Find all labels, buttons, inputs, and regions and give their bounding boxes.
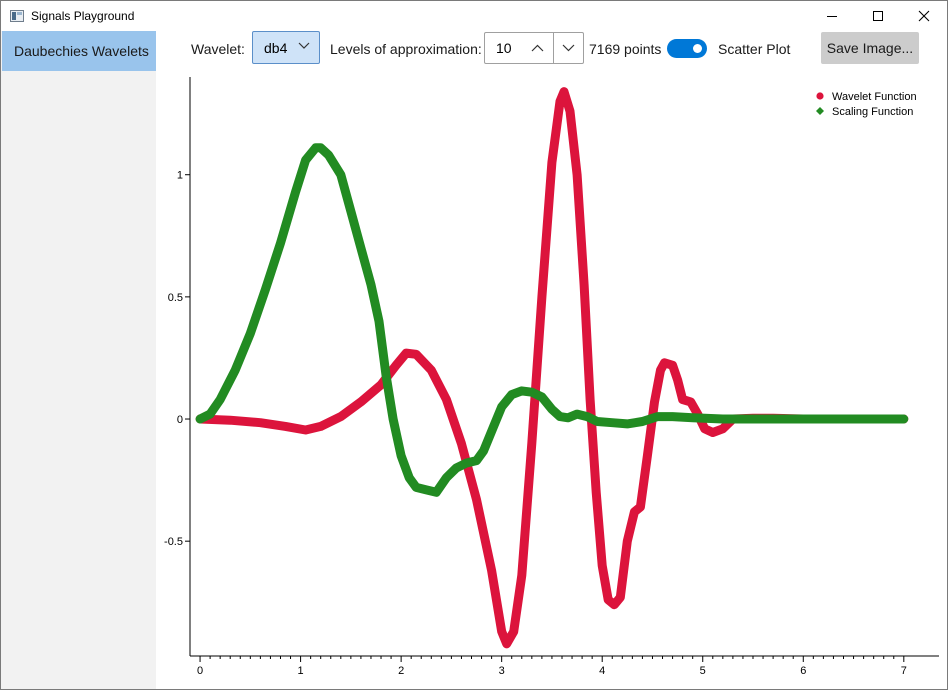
x-tick-label: 0: [197, 665, 203, 677]
x-tick-label: 4: [599, 665, 605, 677]
levels-label: Levels of approximation:: [330, 41, 482, 57]
scatter-plot-toggle[interactable]: [667, 39, 707, 58]
plot-area[interactable]: 0 1 2 3 4 5 6 7 -0.5 0 0.5 1 Wavelet Function Scaling…: [156, 69, 947, 689]
points-count: 7169 points: [589, 41, 662, 57]
maximize-icon: [873, 11, 883, 21]
minimize-icon: [827, 15, 837, 17]
sidebar: Daubechies Wavelets: [1, 31, 156, 689]
chevron-down-icon: [298, 42, 310, 49]
save-image-button[interactable]: Save Image...: [821, 32, 919, 64]
window-title: Signals Playground: [31, 9, 135, 23]
x-tick-label: 5: [700, 665, 706, 677]
x-tick-label: 2: [398, 665, 404, 677]
x-tick-label: 3: [499, 665, 505, 677]
sidebar-item-label: Daubechies Wavelets: [14, 43, 149, 59]
legend-circle-icon: [816, 92, 824, 100]
legend-entry-label: Wavelet Function: [832, 91, 917, 103]
decrement-button[interactable]: [553, 33, 583, 63]
chevron-up-icon: [531, 44, 543, 52]
legend-entry-label: Scaling Function: [832, 106, 913, 118]
increment-button[interactable]: [521, 33, 553, 63]
y-tick-label: -0.5: [164, 536, 183, 548]
app-icon: [10, 10, 24, 22]
title-bar[interactable]: Signals Playground: [1, 1, 947, 31]
toolbar: Wavelet: db4 Levels of approximation: 10…: [156, 31, 947, 69]
sidebar-item-daubechies-wavelets[interactable]: Daubechies Wavelets: [2, 31, 156, 71]
legend-diamond-icon: [816, 107, 824, 115]
save-image-label: Save Image...: [826, 40, 914, 56]
close-button[interactable]: [901, 1, 947, 31]
y-tick-label: 0.5: [168, 292, 183, 304]
levels-stepper[interactable]: 10: [484, 32, 584, 64]
scatter-plot-label: Scatter Plot: [718, 41, 791, 57]
scaling-function-series: [195, 143, 909, 497]
y-tick-label: 1: [177, 170, 183, 182]
minimize-button[interactable]: [809, 1, 855, 31]
wavelet-dropdown-value: db4: [264, 39, 288, 56]
wavelet-function-series: [195, 87, 909, 649]
close-icon: [918, 10, 930, 22]
toggle-knob: [693, 44, 702, 53]
x-tick-label: 6: [800, 665, 806, 677]
maximize-button[interactable]: [855, 1, 901, 31]
chevron-down-icon: [562, 44, 575, 52]
wavelet-chart[interactable]: 0 1 2 3 4 5 6 7 -0.5 0 0.5 1 Wavelet Function Scaling…: [156, 69, 947, 689]
wavelet-label: Wavelet:: [191, 41, 245, 57]
x-tick-label: 1: [298, 665, 304, 677]
levels-value: 10: [496, 40, 512, 56]
x-tick-label: 7: [901, 665, 907, 677]
wavelet-dropdown[interactable]: db4: [252, 31, 320, 64]
y-tick-label: 0: [177, 414, 183, 426]
